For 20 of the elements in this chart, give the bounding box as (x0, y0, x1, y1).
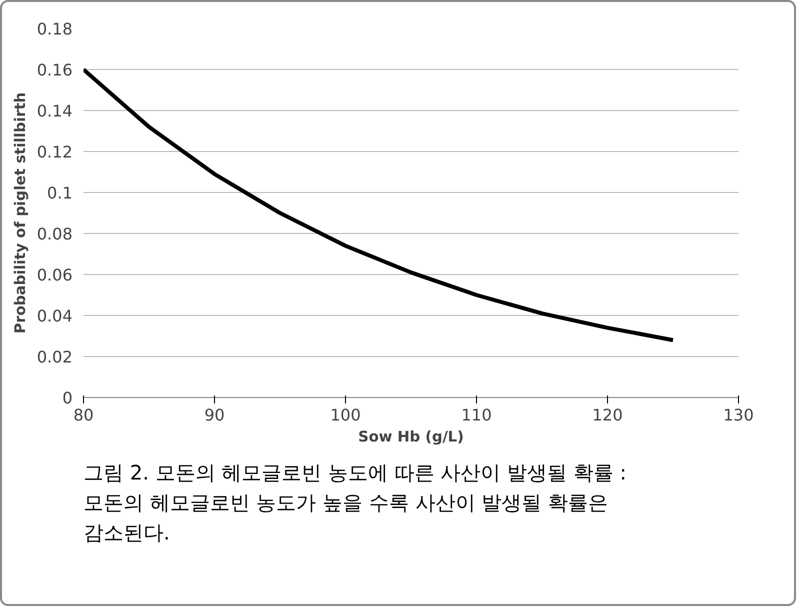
y-tick-label: 0.04 (36, 306, 72, 326)
caption: 그림 2. 모돈의 헤모글로빈 농도에 따른 사산이 발생될 확률 : 모돈의 헤모글로빈 농도가 높을 수록 사산이 발생될 확률은 감소된다. (84, 460, 627, 544)
y-tick-label: 0.18 (36, 20, 72, 38)
line-series (84, 68, 675, 342)
x-tick-label: 120 (592, 406, 623, 424)
y-axis-title: Probability of piglet stillbirth (12, 92, 29, 334)
x-tick-label: 130 (723, 406, 754, 424)
y-tick-label: 0.12 (36, 142, 72, 162)
x-axis-title: Sow Hb (g/L) (358, 428, 464, 446)
y-tick-label: 0.16 (36, 60, 72, 80)
x-tick-label: 90 (204, 406, 225, 424)
y-tick-label: 0.1 (47, 184, 73, 202)
x-tick-label: 80 (73, 406, 94, 424)
y-tick-label: 0.08 (36, 224, 72, 244)
y-tick-label: 0.06 (36, 266, 72, 284)
y-tick-label: 0.14 (36, 102, 72, 120)
y-tick-label: 0.02 (36, 348, 72, 366)
x-tick-label: 110 (461, 406, 492, 424)
x-tick-label: 100 (330, 406, 361, 424)
y-tick-label: 0 (62, 388, 73, 408)
